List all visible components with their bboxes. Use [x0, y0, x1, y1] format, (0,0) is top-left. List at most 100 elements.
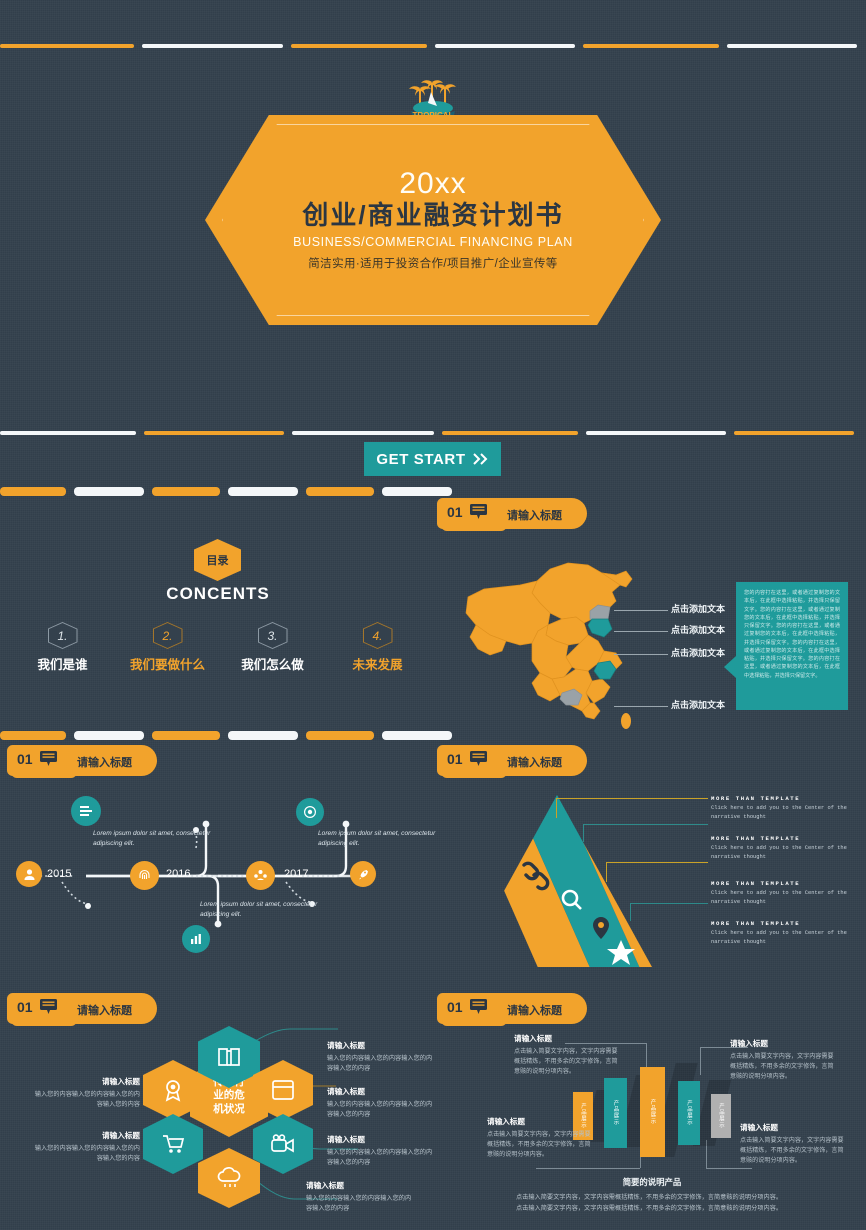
hexagon-body-4: 输入您的内容输入您的内容输入您的内容输入您的内容: [306, 1195, 412, 1212]
toc-item-1[interactable]: 1. 我们是谁: [10, 622, 115, 673]
pyramid-heading-1: MORE THAN TEMPLATE: [711, 795, 801, 802]
bar-5[interactable]: 产品展示: [711, 1094, 731, 1138]
toc-item-3[interactable]: 3. 我们怎么做: [220, 622, 325, 673]
toc-item-2[interactable]: 2. 我们要做什么: [115, 622, 220, 673]
contents-hex-label: 目录: [206, 555, 229, 567]
pyramid-leader-1-stem: [556, 798, 557, 818]
map-label-3: 点击添加文本: [671, 648, 726, 658]
china-map[interactable]: [440, 545, 680, 730]
hexagon-body-3: 输入您的内容输入您的内容输入您的内容输入您的内容: [327, 1149, 433, 1166]
contents-list: 1. 我们是谁 2. 我们要做什么 3. 我们怎么做 4. 未来发展: [10, 622, 430, 673]
pyramid-leader-2-stem: [583, 824, 584, 842]
hexagon-heading-1: 请输入标题: [327, 1041, 365, 1050]
timeline-year-2016: 2016: [166, 868, 191, 880]
section-badge-timeline[interactable]: 01 请输入标题: [7, 745, 157, 778]
badge-number: 01: [447, 504, 463, 520]
pyramid-heading-4: MORE THAN TEMPLATE: [711, 920, 801, 927]
section-badge-map[interactable]: 01 请输入标题: [437, 498, 587, 531]
badge-label: 请输入标题: [507, 1005, 562, 1017]
bar-label-4: 产品展示: [686, 1100, 692, 1126]
toc-label-2: 我们要做什么: [129, 658, 205, 672]
bar-leader-4-stem: [706, 1140, 707, 1168]
bar-leader-2-stem: [700, 1047, 701, 1075]
toc-label-1: 我们是谁: [37, 658, 88, 672]
bar-body-4: 点击输入简要文字内容，文字内容需要概括精炼，不用多余的文字修饰，言简意赅的说明分…: [740, 1137, 844, 1164]
speech-bubble-icon: [470, 999, 487, 1014]
pyramid-heading-2: MORE THAN TEMPLATE: [711, 835, 801, 842]
pyramid-body-1: Click here to add you to the Center of t…: [711, 805, 847, 820]
timeline-icon-fingerprint[interactable]: [130, 861, 159, 890]
map-leader-2: [614, 631, 668, 632]
section-badge-bar[interactable]: 01 请输入标题: [437, 993, 587, 1026]
bar-label-1: 产品展示: [580, 1103, 586, 1129]
video-camera-icon: [271, 1134, 294, 1153]
timeline-icon-person[interactable]: [16, 861, 42, 887]
bar-leader-4: [706, 1168, 752, 1169]
hexagon-heading-3: 请输入标题: [327, 1135, 365, 1144]
pyramid-leader-1: [556, 798, 708, 799]
hexagon-text-5: 请输入标题 输入您的内容输入您的内容输入您的内容输入您的内容: [32, 1076, 140, 1110]
get-start-label: GET START: [376, 450, 466, 468]
timeline-icon-document[interactable]: [71, 796, 101, 826]
pyramid-text-1: MORE THAN TEMPLATE Click here to add you…: [711, 795, 863, 822]
badge-number: 01: [447, 999, 463, 1015]
map-label-2: 点击添加文本: [671, 625, 726, 635]
toc-num-1: 1.: [57, 628, 68, 643]
get-start-button[interactable]: GET START: [364, 442, 501, 476]
rain-cloud-icon: [217, 1167, 241, 1187]
bar-heading-1: 请输入标题: [514, 1034, 552, 1043]
hexagon-node-video-camera[interactable]: [253, 1114, 313, 1174]
hexagon-body-5: 输入您的内容输入您的内容输入您的内容输入您的内容: [34, 1091, 140, 1108]
map-label-1: 点击添加文本: [671, 604, 726, 614]
pyramid-body-4: Click here to add you to the Center of t…: [711, 930, 847, 945]
bar-1[interactable]: 产品展示: [573, 1092, 593, 1140]
badge-number: 01: [447, 751, 463, 767]
hexagon-text-4: 请输入标题 输入您的内容输入您的内容输入您的内容输入您的内容: [306, 1180, 414, 1214]
timeline-icon-chart[interactable]: [182, 925, 210, 953]
timeline-icon-rocket[interactable]: [350, 861, 376, 887]
title-year: 20xx: [399, 166, 467, 200]
bar-label-5: 产品展示: [718, 1103, 724, 1129]
badge-number: 01: [17, 751, 33, 767]
timeline-icon-group[interactable]: [246, 861, 275, 890]
speech-bubble-icon: [40, 999, 57, 1014]
bar-4[interactable]: 产品展示: [678, 1081, 700, 1145]
pyramid-text-4: MORE THAN TEMPLATE Click here to add you…: [711, 920, 863, 947]
hexagon-node-book-map[interactable]: [198, 1026, 260, 1088]
toc-num-3: 3.: [267, 628, 278, 643]
timeline-year-2015: 2015: [47, 868, 72, 880]
hexagon-heading-5: 请输入标题: [102, 1077, 140, 1086]
title-heading-cn: 创业/商业融资计划书: [302, 199, 564, 230]
section-badge-pyramid[interactable]: 01 请输入标题: [437, 745, 587, 778]
bar-text-3: 请输入标题 点击输入简要文字内容，文字内容需要概括精炼，不用多余的文字修饰，言简…: [487, 1116, 591, 1160]
bar-2[interactable]: 产品展示: [604, 1078, 627, 1148]
book-map-icon: [218, 1048, 240, 1066]
title-hex-plate: [205, 115, 661, 325]
hexagon-node-window[interactable]: [253, 1060, 313, 1120]
hexagon-heading-6: 请输入标题: [102, 1131, 140, 1140]
bar-body-2: 点击输入简要文字内容，文字内容需要概括精炼，不用多余的文字修饰，言简意赅的说明分…: [730, 1053, 834, 1080]
pyramid-chart[interactable]: [462, 795, 652, 971]
section-badge-hexagon[interactable]: 01 请输入标题: [7, 993, 157, 1026]
bar-text-4: 请输入标题 点击输入简要文字内容，文字内容需要概括精炼，不用多余的文字修饰，言简…: [740, 1122, 844, 1166]
hexagon-body-6: 输入您的内容输入您的内容输入您的内容输入您的内容: [34, 1145, 140, 1162]
badge-label: 请输入标题: [507, 510, 562, 522]
hexagon-node-award[interactable]: [143, 1060, 203, 1120]
bar-leader-1-stem: [646, 1043, 647, 1073]
badge-label: 请输入标题: [507, 757, 562, 769]
bar-3[interactable]: 产品展示: [640, 1067, 665, 1157]
pyramid-band-2: [514, 795, 652, 967]
bar-caption: 简要的说明产品: [622, 1177, 682, 1187]
bar-heading-4: 请输入标题: [740, 1123, 778, 1132]
timeline-year-2017: 2017: [284, 868, 309, 880]
toc-item-4[interactable]: 4. 未来发展: [325, 622, 430, 673]
bar-text-2: 请输入标题 点击输入简要文字内容，文字内容需要概括精炼，不用多余的文字修饰，言简…: [730, 1038, 834, 1082]
timeline-icon-target[interactable]: [296, 798, 324, 826]
hexagon-node-cart[interactable]: [143, 1114, 203, 1174]
toc-label-3: 我们怎么做: [241, 658, 304, 672]
pyramid-heading-3: MORE THAN TEMPLATE: [711, 880, 801, 887]
hexagon-text-3: 请输入标题 输入您的内容输入您的内容输入您的内容输入您的内容: [327, 1134, 435, 1168]
divider-4: [0, 731, 866, 740]
timeline-note-1: Lorem ipsum dolor sit amet, consectetur …: [93, 830, 211, 847]
